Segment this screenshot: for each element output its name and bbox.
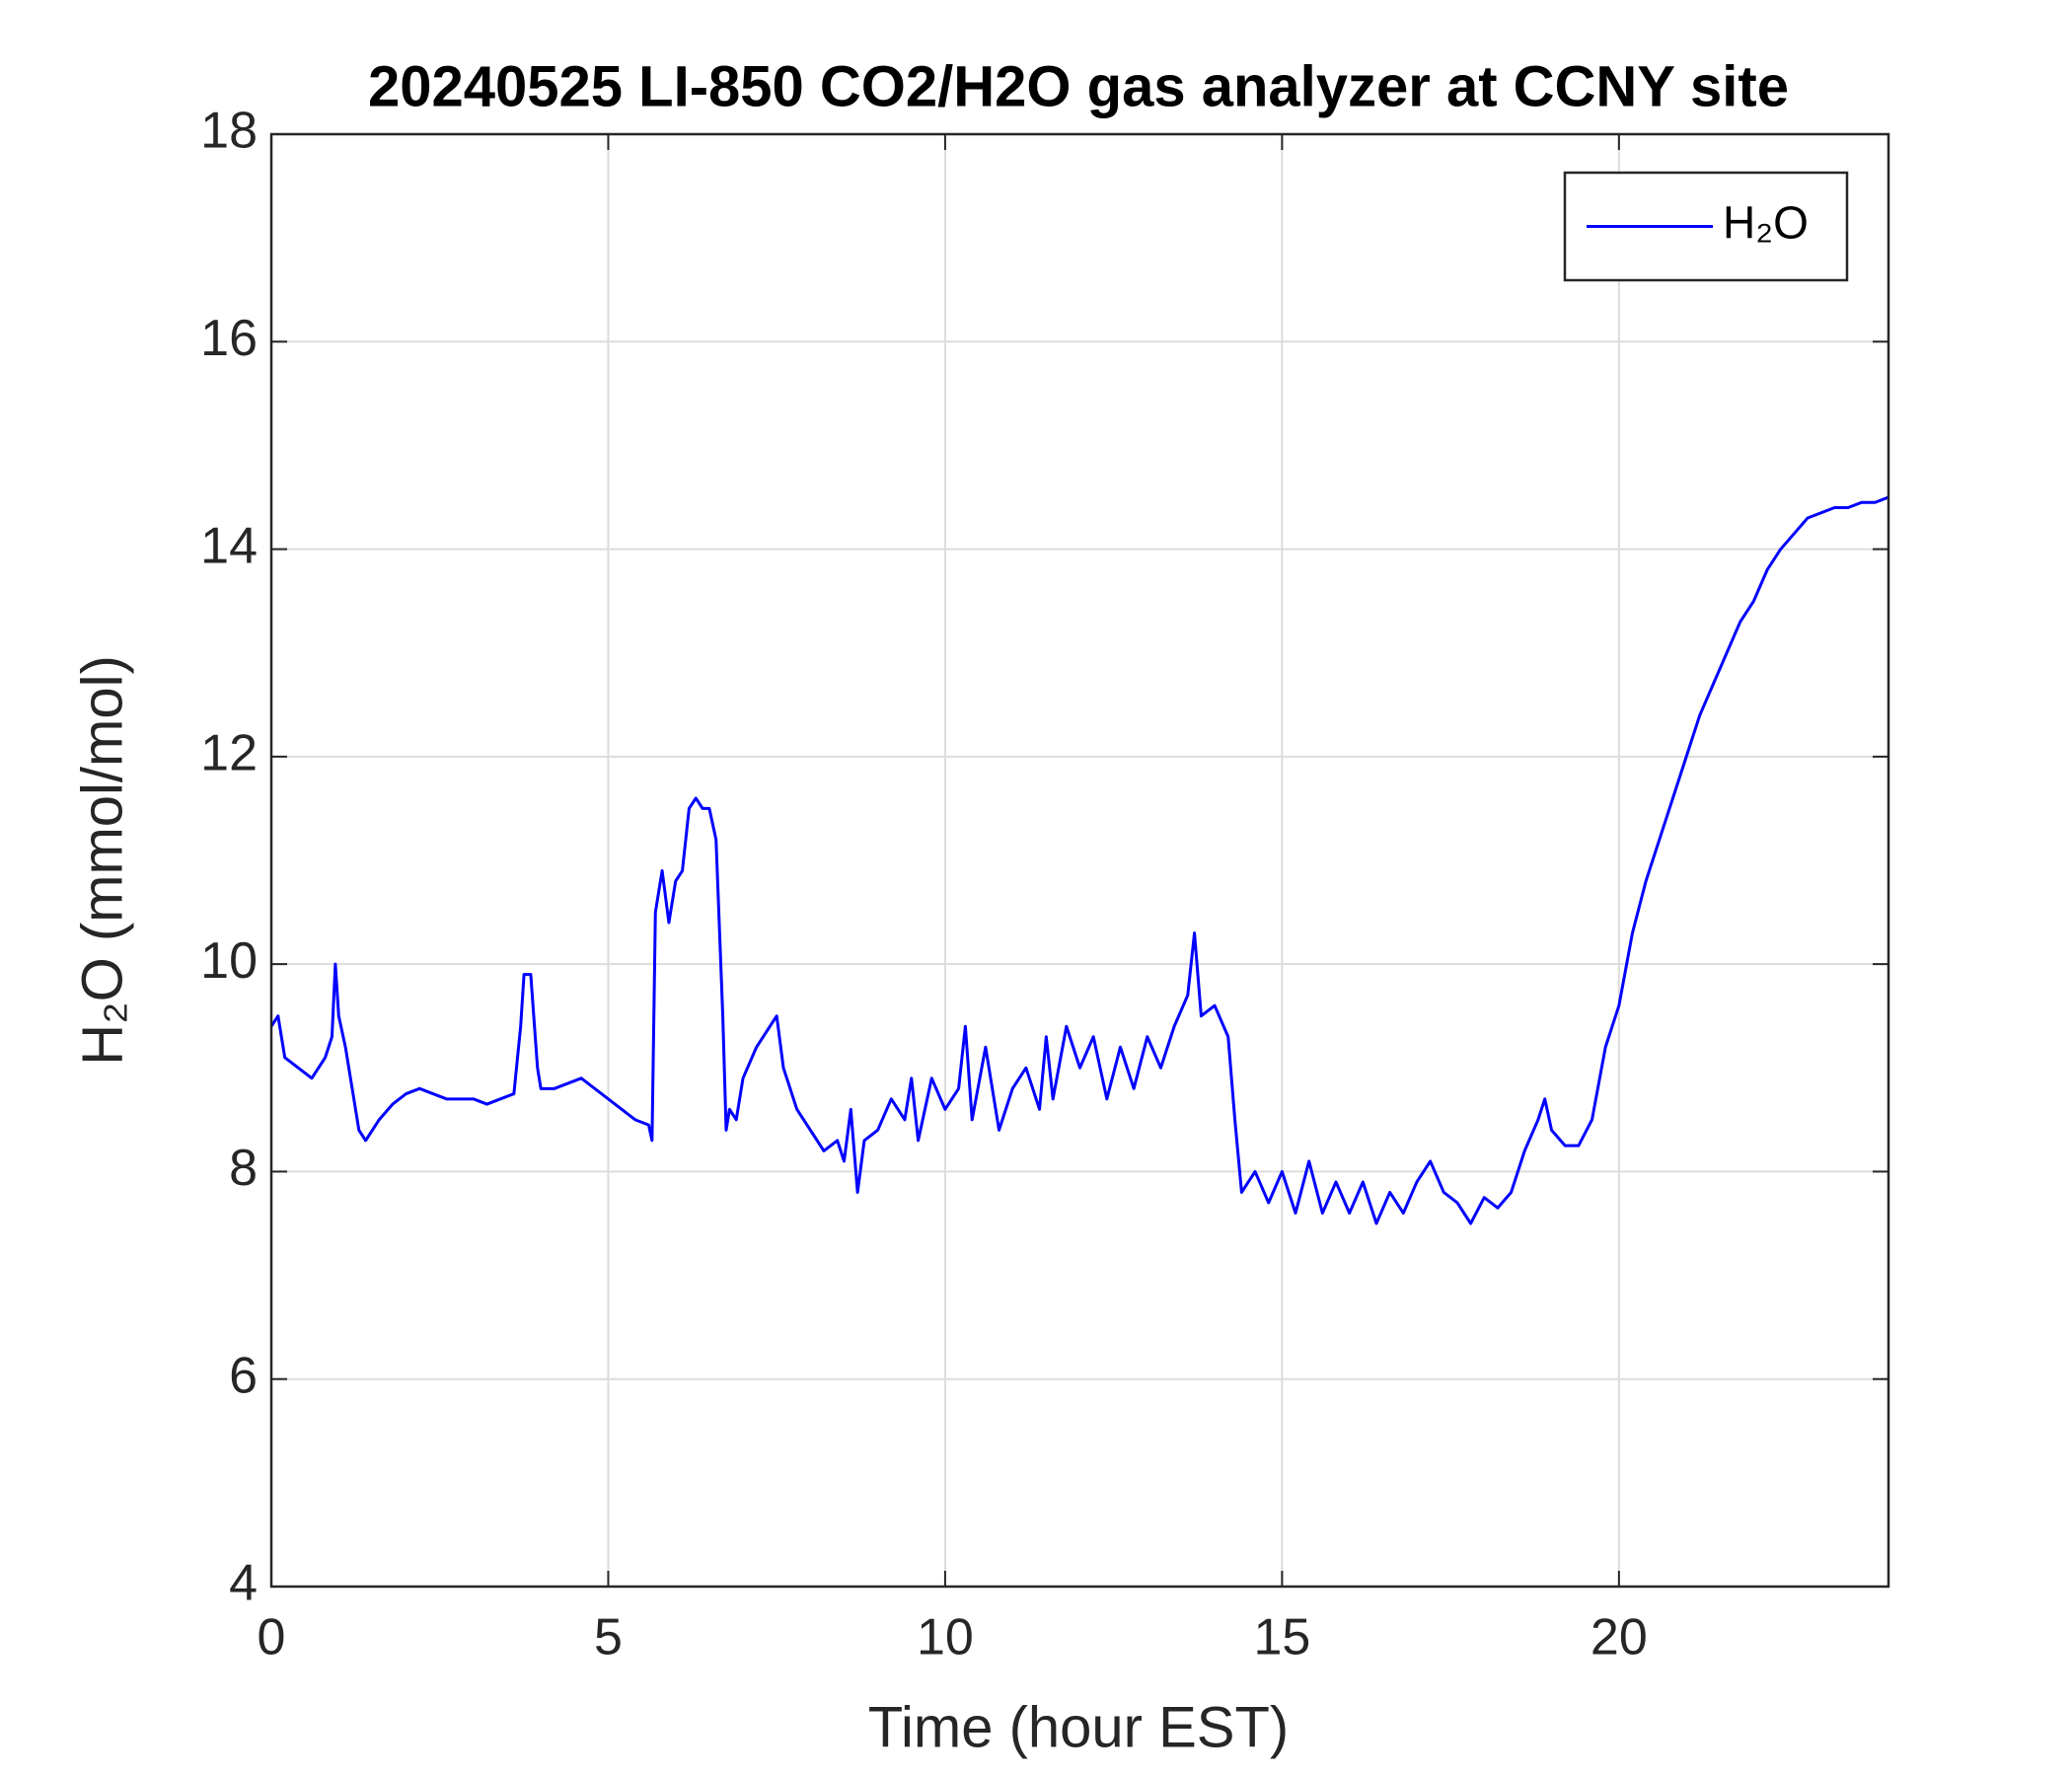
y-tick-label: 6 — [229, 1347, 258, 1404]
chart-title: 20240525 LI-850 CO2/H2O gas analyzer at … — [368, 54, 1789, 118]
plot-area — [271, 134, 1888, 1587]
y-tick-label: 18 — [200, 103, 258, 160]
x-tick-label: 5 — [594, 1609, 623, 1666]
y-tick-label: 8 — [229, 1140, 258, 1197]
axes-box — [269, 132, 1890, 1589]
x-tick-label: 20 — [1591, 1609, 1648, 1666]
x-tick-label: 0 — [258, 1609, 286, 1666]
y-tick-label: 4 — [229, 1555, 258, 1612]
x-tick-label: 10 — [917, 1609, 974, 1666]
x-axis-label: Time (hour EST) — [868, 1695, 1289, 1759]
y-axis-label: H₂O (mmol/mol) — [70, 655, 134, 1066]
x-tick-label: 15 — [1253, 1609, 1310, 1666]
y-tick-label: 12 — [200, 725, 258, 782]
y-tick-label: 10 — [200, 932, 258, 990]
data-line — [269, 495, 1889, 1225]
y-tick-label: 16 — [200, 310, 258, 367]
legend-label: H₂O — [1723, 197, 1809, 249]
y-tick-label: 14 — [200, 517, 258, 574]
